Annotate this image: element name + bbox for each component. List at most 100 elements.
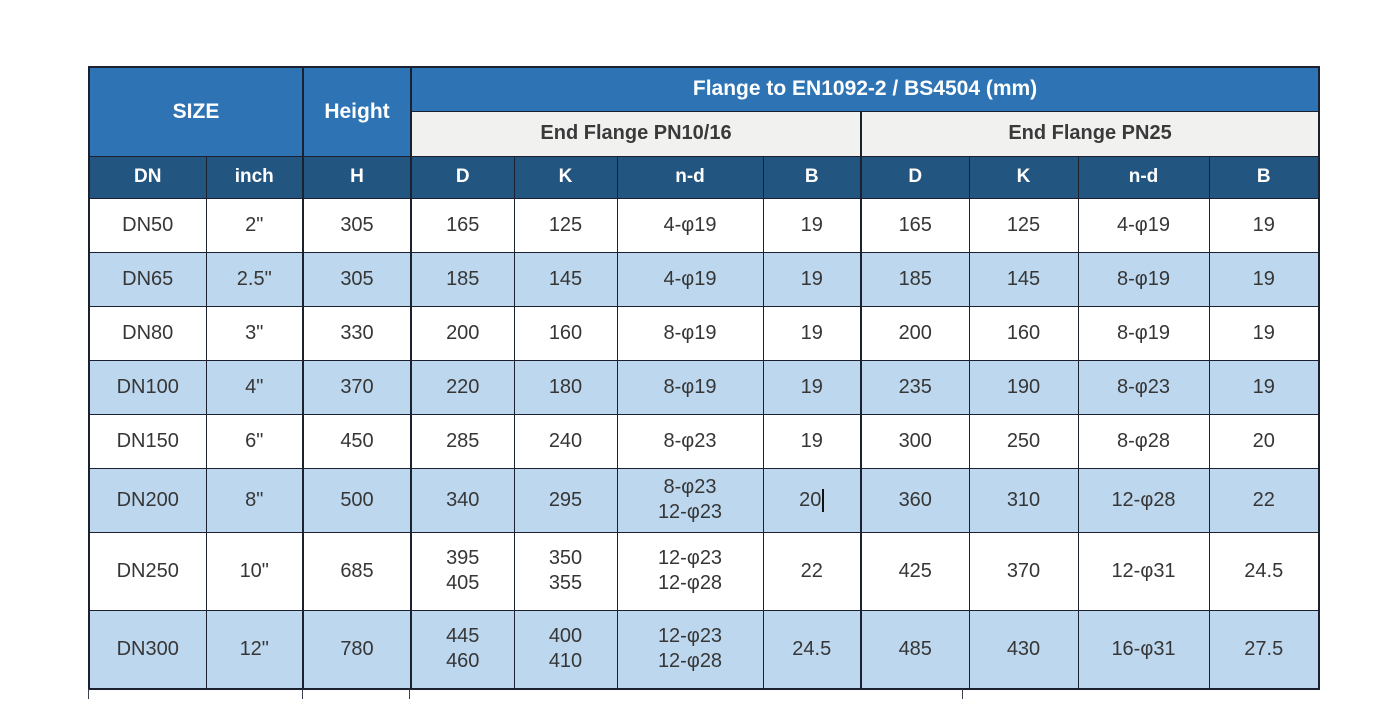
text-cursor-caret (822, 488, 825, 512)
table-cell: 180 (513, 359, 618, 415)
table-cell: 485 (860, 609, 970, 690)
table-cell: 12-φ23 12-φ28 (616, 609, 764, 690)
table-cell: 500 (302, 467, 412, 533)
table-cell: DN100 (88, 359, 207, 415)
table-cell: 160 (968, 305, 1079, 361)
table-cell: 8-φ19 (1077, 251, 1210, 307)
table-cell: 19 (762, 359, 862, 415)
table-cell: 27.5 (1208, 609, 1320, 690)
table-cell: 145 (513, 251, 618, 307)
table-cell: 12" (205, 609, 304, 690)
table-cell: 8-φ19 (616, 305, 764, 361)
table-cell: 305 (302, 251, 412, 307)
table-cell: 19 (762, 197, 862, 253)
table-cell: DN80 (88, 305, 207, 361)
table-cell: 305 (302, 197, 412, 253)
table-cell: 8-φ28 (1077, 413, 1210, 469)
table-cell: 4-φ19 (616, 197, 764, 253)
height-header-cell: Height (302, 66, 412, 157)
table-cell: 780 (302, 609, 412, 690)
table-cell: 295 (513, 467, 618, 533)
table-cell: 165 (860, 197, 970, 253)
flange-title-cell: Flange to EN1092-2 / BS4504 (mm) (410, 66, 1320, 112)
table-cell: 16-φ31 (1077, 609, 1210, 690)
table-row-dn200: DN200 8" 500 340 295 8-φ23 12-φ23 20 360 310 12-φ… (88, 467, 1320, 533)
table-row-dn100: DN100 4" 370 220 180 8-φ19 19 235 190 8-φ23 19 (88, 359, 1320, 415)
table-row-dn250: DN250 10" 685 395 405 350 355 12-φ23 12-φ28 22… (88, 531, 1320, 611)
table-cell: 125 (968, 197, 1079, 253)
flange-spec-table-wrapper: SIZE Height Flange to EN1092-2 / BS4504 … (88, 66, 1321, 699)
table-cell: 220 (410, 359, 515, 415)
table-cell: DN65 (88, 251, 207, 307)
table-cell: 22 (762, 531, 862, 611)
table-cell: 24.5 (1208, 531, 1320, 611)
table-cell: 300 (860, 413, 970, 469)
border-tick (962, 689, 963, 699)
size-header-cell: SIZE (88, 66, 304, 157)
border-tick (302, 689, 303, 699)
table-cell: 285 (410, 413, 515, 469)
table-cell: 24.5 (762, 609, 862, 690)
column-header-d-7: D (860, 155, 970, 199)
table-cell: DN200 (88, 467, 207, 533)
table-cell: 19 (762, 413, 862, 469)
table-cell: 12-φ23 12-φ28 (616, 531, 764, 611)
table-cell: 445 460 (410, 609, 515, 690)
table-cell: 165 (410, 197, 515, 253)
column-header-d-3: D (410, 155, 515, 199)
table-cell: 20 (1208, 413, 1320, 469)
pn10-16-group-header: End Flange PN10/16 (410, 110, 862, 157)
table-cell: 8-φ23 (616, 413, 764, 469)
table-cell: 145 (968, 251, 1079, 307)
table-cell: 8-φ23 (1077, 359, 1210, 415)
column-header-h-2: H (302, 155, 412, 199)
table-row-dn80: DN80 3" 330 200 160 8-φ19 19 200 160 8-φ19 19 (88, 305, 1320, 361)
table-cell: 19 (1208, 197, 1320, 253)
table-cell: 2" (205, 197, 304, 253)
table-cell: 4" (205, 359, 304, 415)
table-cell: 19 (762, 251, 862, 307)
table-row-dn50: DN50 2" 305 165 125 4-φ19 19 165 125 4-φ19 19 (88, 197, 1320, 253)
table-cell: 22 (1208, 467, 1320, 533)
border-tick (409, 689, 410, 699)
table-cell: 400 410 (513, 609, 618, 690)
table-cell: 250 (968, 413, 1079, 469)
flange-spec-table: SIZE Height Flange to EN1092-2 / BS4504 … (88, 66, 1321, 690)
table-cell: 425 (860, 531, 970, 611)
pn25-group-header: End Flange PN25 (860, 110, 1320, 157)
table-cell: 395 405 (410, 531, 515, 611)
table-cell: 235 (860, 359, 970, 415)
column-header-k-8: K (968, 155, 1079, 199)
table-cell: 350 355 (513, 531, 618, 611)
column-header-k-4: K (513, 155, 618, 199)
table-cell: 310 (968, 467, 1079, 533)
column-header-n-d-9: n-d (1077, 155, 1210, 199)
table-cell: 190 (968, 359, 1079, 415)
table-cell: 200 (860, 305, 970, 361)
table-cell: DN150 (88, 413, 207, 469)
table-cell: 3" (205, 305, 304, 361)
table-cell: DN250 (88, 531, 207, 611)
table-cell: 4-φ19 (616, 251, 764, 307)
table-header: SIZE Height Flange to EN1092-2 / BS4504 … (88, 66, 1320, 199)
table-cell: 2.5" (205, 251, 304, 307)
table-row-dn150: DN150 6" 450 285 240 8-φ23 19 300 250 8-φ28 20 (88, 413, 1320, 469)
table-cell: 10" (205, 531, 304, 611)
table-row-dn65: DN65 2.5" 305 185 145 4-φ19 19 185 145 8-φ19 19 (88, 251, 1320, 307)
column-header-dn-0: DN (88, 155, 207, 199)
table-cell: 330 (302, 305, 412, 361)
table-cell: 19 (1208, 359, 1320, 415)
table-cell: 4-φ19 (1077, 197, 1210, 253)
table-cell: 370 (302, 359, 412, 415)
table-cell: 8" (205, 467, 304, 533)
table-cell: 125 (513, 197, 618, 253)
column-header-b-6: B (762, 155, 862, 199)
table-cell: 430 (968, 609, 1079, 690)
table-cell: DN300 (88, 609, 207, 690)
table-cell: 160 (513, 305, 618, 361)
border-tick (88, 689, 89, 699)
table-cell: 8-φ19 (1077, 305, 1210, 361)
table-row-dn300: DN300 12" 780 445 460 400 410 12-φ23 12-φ28 24… (88, 609, 1320, 690)
